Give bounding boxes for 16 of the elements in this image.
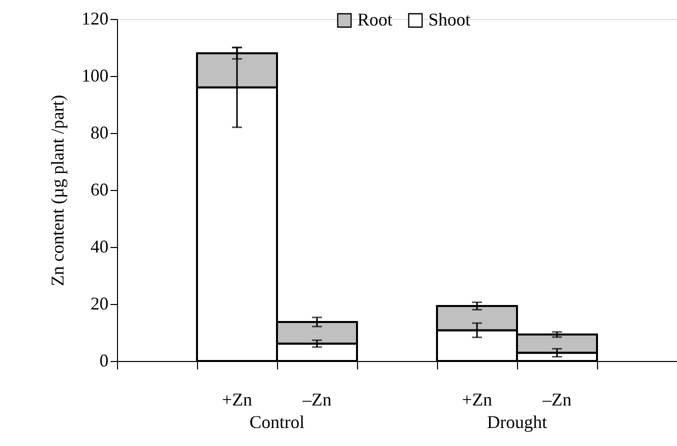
y-tick-label: 20 (90, 294, 108, 314)
text: Drought (487, 412, 547, 432)
x-tick-label: –Zn (302, 390, 332, 410)
y-tick-label: 120 (82, 8, 108, 28)
y-tick-label: 0 (100, 350, 108, 370)
legend-label: Root (357, 9, 392, 30)
y-tick-label: 40 (90, 236, 108, 256)
x-tick-label: +Zn (462, 390, 492, 410)
y-tick-label: 60 (90, 180, 108, 200)
y-tick-label: 100 (82, 66, 108, 86)
y-axis-title: Zn content (µg plant /part) (48, 94, 68, 286)
x-tick-label: +Zn (222, 390, 252, 410)
text: Control (249, 412, 305, 432)
x-tick-label: –Zn (542, 390, 572, 410)
legend-label: Shoot (428, 9, 470, 30)
y-tick-label: 80 (90, 122, 108, 142)
